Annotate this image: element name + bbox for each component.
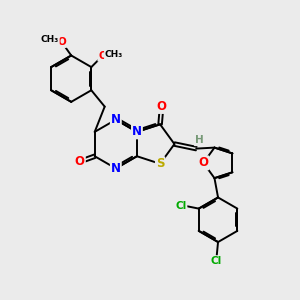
Text: CH₃: CH₃ <box>41 34 59 43</box>
Text: O: O <box>198 156 208 170</box>
Text: Cl: Cl <box>211 256 222 266</box>
Text: N: N <box>132 125 142 138</box>
Text: O: O <box>75 155 85 168</box>
Text: Cl: Cl <box>175 201 187 211</box>
Text: S: S <box>156 157 164 170</box>
Text: N: N <box>111 162 121 175</box>
Text: O: O <box>98 51 107 61</box>
Text: O: O <box>57 37 66 47</box>
Text: O: O <box>157 100 166 113</box>
Text: N: N <box>111 113 121 126</box>
Text: H: H <box>195 135 204 145</box>
Text: CH₃: CH₃ <box>105 50 123 59</box>
